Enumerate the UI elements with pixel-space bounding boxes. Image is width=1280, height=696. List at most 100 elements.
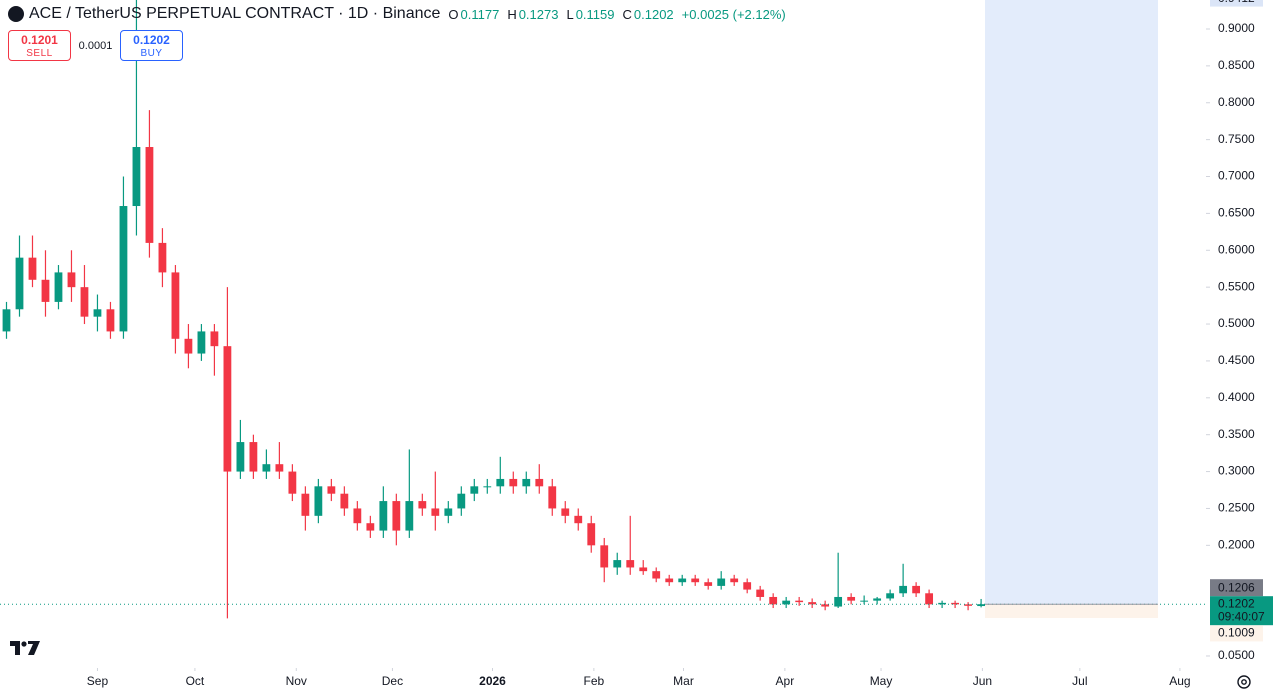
candle-body — [639, 567, 648, 572]
y-tick-label: 0.7000 — [1218, 169, 1255, 183]
candle-body — [665, 578, 674, 583]
x-tick-label: 2026 — [479, 674, 506, 688]
y-tick-label: 0.4000 — [1218, 390, 1255, 404]
y-tick-label: 0.2000 — [1218, 538, 1255, 552]
candle-body — [80, 287, 89, 317]
candle-body — [249, 442, 258, 472]
x-tick-label: Dec — [382, 674, 403, 688]
candle-body — [899, 585, 908, 594]
low-value: 0.1159 — [575, 6, 615, 22]
candle-body — [405, 501, 414, 531]
spread: 0.0001 — [78, 40, 113, 52]
candle-body — [132, 147, 141, 207]
candle-body — [314, 486, 323, 516]
y-tick-label: 0.3000 — [1218, 464, 1255, 478]
y-tick-label: 0.6500 — [1218, 206, 1255, 220]
x-tick-label: Sep — [87, 674, 109, 688]
candle-body — [496, 478, 505, 487]
candle-body — [418, 501, 427, 509]
prev-label-bg — [1210, 579, 1263, 597]
candle-body — [210, 331, 219, 347]
candle-body — [860, 600, 869, 602]
candle-body — [743, 582, 752, 590]
x-tick-label: Apr — [776, 674, 795, 688]
candle-body — [964, 604, 972, 606]
position-target-zone — [985, 0, 1158, 604]
x-tick-label: Jul — [1072, 674, 1087, 688]
candle-body — [353, 508, 362, 524]
candle-body — [769, 596, 778, 605]
x-tick-label: Nov — [286, 674, 307, 688]
candle-body — [392, 501, 401, 531]
candle-body — [782, 600, 791, 605]
y-tick-label: 0.8000 — [1218, 95, 1255, 109]
max-label: 0.9412 — [1218, 0, 1255, 5]
candle-body — [613, 560, 622, 568]
candle-body — [262, 464, 271, 472]
x-tick-label: Aug — [1169, 674, 1190, 688]
candle-body — [704, 582, 713, 586]
candle-body — [483, 486, 492, 488]
open-value: 0.1177 — [460, 6, 500, 22]
candle-body — [509, 478, 518, 487]
candle-body — [184, 338, 193, 354]
buy-label: BUY — [140, 48, 163, 59]
symbol-title: ACE / TetherUS PERPETUAL CONTRACT · 1D ·… — [29, 5, 441, 22]
position-stop-zone — [985, 604, 1158, 618]
settings-icon[interactable] — [1237, 675, 1251, 689]
last-price-bg — [1210, 596, 1273, 626]
close-value: 0.1202 — [633, 6, 674, 22]
close-label: C — [622, 6, 632, 22]
candle-body — [197, 331, 206, 354]
candle-body — [886, 593, 895, 599]
x-tick-label: Oct — [186, 674, 205, 688]
x-tick-label: Feb — [584, 674, 605, 688]
x-tick-label: Jun — [973, 674, 992, 688]
candle-body — [444, 508, 453, 516]
candle-body — [821, 604, 830, 607]
candle-body — [717, 578, 726, 586]
symbol-logo — [8, 6, 24, 22]
last-price-label: 0.1202 — [1218, 596, 1255, 610]
candle-body — [522, 478, 531, 487]
candle-body — [457, 493, 466, 509]
y-tick-label: 0.4500 — [1218, 353, 1255, 367]
candle-body — [93, 309, 102, 317]
candle-body — [106, 309, 115, 332]
y-tick-label: 0.8500 — [1218, 58, 1255, 72]
sell-button[interactable]: 0.1201 SELL — [8, 30, 71, 61]
y-tick-label: 0.5500 — [1218, 279, 1255, 293]
candle-body — [847, 596, 856, 601]
candle-body — [28, 257, 37, 280]
candle-body — [340, 493, 349, 509]
candle-body — [223, 346, 232, 472]
candle-body — [119, 206, 128, 332]
y-tick-label: 0.3500 — [1218, 427, 1255, 441]
candle-body — [366, 523, 375, 531]
candle-body — [470, 486, 479, 494]
candle-body — [912, 585, 921, 594]
candle-body — [171, 272, 180, 339]
candle-body — [600, 545, 609, 568]
buy-price: 0.1202 — [133, 33, 170, 47]
y-tick-label: 0.7500 — [1218, 132, 1255, 146]
buy-button[interactable]: 0.1202 BUY — [120, 30, 183, 61]
candle-body — [288, 471, 297, 494]
candle-body — [2, 309, 11, 332]
candle-body — [561, 508, 570, 516]
candle-body — [587, 523, 596, 546]
candle-body — [327, 486, 336, 494]
y-tick-label: 0.9000 — [1218, 21, 1255, 35]
y-tick-label: 0.2500 — [1218, 501, 1255, 515]
y-tick-label: 0.5000 — [1218, 316, 1255, 330]
candle-body — [795, 600, 804, 603]
candle-body — [301, 493, 310, 516]
candle-body — [626, 560, 635, 568]
open-label: O — [448, 6, 459, 22]
high-value: 0.1273 — [518, 6, 559, 22]
candle-body — [41, 279, 50, 302]
sell-label: SELL — [26, 48, 53, 59]
header: ACE / TetherUS PERPETUAL CONTRACT · 1D ·… — [8, 4, 786, 24]
